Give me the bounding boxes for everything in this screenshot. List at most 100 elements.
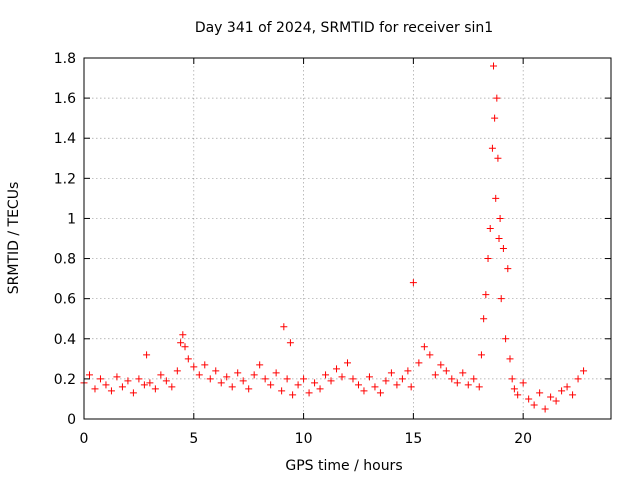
data-point bbox=[477, 351, 485, 359]
data-point bbox=[143, 351, 151, 359]
data-point bbox=[118, 383, 126, 391]
data-point bbox=[250, 371, 258, 379]
data-point bbox=[382, 377, 390, 385]
data-point bbox=[376, 389, 384, 397]
y-tick-label: 1.4 bbox=[54, 131, 76, 147]
axis-ticks bbox=[83, 57, 611, 420]
data-point bbox=[563, 383, 571, 391]
data-point bbox=[96, 375, 104, 383]
data-point bbox=[338, 373, 346, 381]
data-point bbox=[541, 405, 549, 413]
data-point bbox=[256, 361, 264, 369]
data-point bbox=[431, 371, 439, 379]
data-point bbox=[569, 391, 577, 399]
x-tick-label: 5 bbox=[189, 431, 198, 447]
data-point bbox=[482, 291, 490, 299]
data-point bbox=[530, 401, 538, 409]
x-axis-label: GPS time / hours bbox=[285, 458, 402, 474]
data-point bbox=[349, 375, 357, 383]
data-point bbox=[398, 375, 406, 383]
data-point bbox=[283, 375, 291, 383]
y-tick-label: 1 bbox=[67, 211, 76, 227]
data-point bbox=[212, 367, 220, 375]
x-tick-label: 15 bbox=[404, 431, 422, 447]
data-point bbox=[300, 375, 308, 383]
data-point bbox=[371, 383, 379, 391]
data-point bbox=[508, 375, 516, 383]
data-point bbox=[280, 323, 288, 331]
data-point bbox=[261, 375, 269, 383]
data-point bbox=[490, 62, 498, 70]
data-point bbox=[195, 371, 203, 379]
data-point bbox=[162, 377, 170, 385]
data-point bbox=[354, 381, 362, 389]
data-point bbox=[475, 383, 483, 391]
data-point bbox=[184, 355, 192, 363]
data-point bbox=[129, 389, 137, 397]
data-point bbox=[495, 235, 503, 242]
data-point bbox=[393, 381, 401, 389]
data-point bbox=[499, 245, 507, 253]
data-point bbox=[536, 389, 544, 397]
data-point bbox=[558, 387, 566, 395]
data-point bbox=[113, 373, 121, 381]
data-point bbox=[206, 375, 214, 383]
data-point bbox=[491, 114, 499, 122]
data-point bbox=[519, 379, 527, 387]
data-point bbox=[387, 369, 395, 377]
data-point bbox=[245, 385, 253, 393]
data-point bbox=[502, 335, 510, 343]
data-point bbox=[102, 381, 110, 389]
data-point bbox=[239, 377, 247, 385]
chart-title: Day 341 of 2024, SRMTID for receiver sin… bbox=[195, 20, 493, 36]
data-point bbox=[442, 367, 450, 375]
gridlines bbox=[84, 58, 611, 419]
data-point bbox=[525, 395, 533, 403]
data-point bbox=[91, 385, 99, 393]
data-point bbox=[267, 381, 275, 389]
data-point bbox=[177, 339, 185, 347]
y-tick-label: 0.2 bbox=[54, 372, 76, 388]
data-point bbox=[168, 383, 176, 391]
data-point bbox=[497, 295, 505, 303]
data-point bbox=[470, 375, 478, 383]
data-point bbox=[322, 371, 330, 379]
data-point bbox=[289, 391, 297, 399]
data-point bbox=[494, 154, 502, 162]
data-point bbox=[333, 365, 341, 373]
y-tick-label: 0.8 bbox=[54, 252, 76, 268]
data-point bbox=[272, 369, 280, 377]
data-point bbox=[488, 144, 496, 152]
y-axis-label: SRMTID / TECUs bbox=[6, 182, 22, 295]
data-point bbox=[344, 359, 351, 367]
data-point bbox=[496, 214, 504, 222]
data-point bbox=[365, 373, 373, 381]
x-tick-label: 0 bbox=[80, 431, 89, 447]
data-point bbox=[85, 371, 93, 379]
data-point bbox=[547, 393, 555, 401]
data-point bbox=[294, 381, 302, 389]
data-point bbox=[404, 367, 412, 375]
data-point bbox=[146, 379, 154, 387]
data-point bbox=[179, 331, 187, 339]
data-point bbox=[420, 343, 428, 351]
data-point bbox=[415, 359, 423, 367]
data-point bbox=[217, 379, 225, 387]
data-point bbox=[327, 377, 335, 385]
y-tick-label: 1.2 bbox=[54, 171, 76, 187]
data-point bbox=[426, 351, 434, 359]
data-point bbox=[506, 355, 514, 363]
data-point bbox=[135, 375, 143, 383]
data-point bbox=[493, 94, 501, 102]
data-point bbox=[151, 385, 159, 393]
data-point bbox=[510, 385, 518, 393]
data-point bbox=[437, 361, 445, 369]
data-point bbox=[464, 381, 472, 389]
data-point bbox=[190, 363, 198, 371]
data-point bbox=[311, 379, 319, 387]
data-point bbox=[574, 375, 582, 383]
data-point bbox=[514, 391, 522, 399]
x-tick-label: 10 bbox=[295, 431, 313, 447]
